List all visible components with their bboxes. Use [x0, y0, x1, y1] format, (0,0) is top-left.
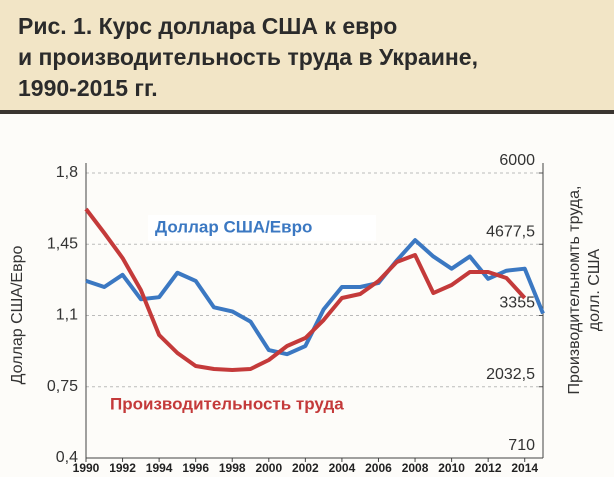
y2-tick-label: 710 — [508, 437, 535, 454]
y-tick-label: 1,1 — [56, 307, 78, 324]
chart-bg — [0, 112, 614, 477]
x-tick-label: 1992 — [109, 461, 136, 475]
title-line: и производительность труда в Украине, — [18, 44, 478, 70]
y2-tick-label: 4677,5 — [486, 223, 535, 240]
separator — [0, 110, 614, 114]
title-line: 1990-2015 гг. — [18, 75, 158, 101]
y2-tick-label: 3355 — [499, 295, 535, 312]
y2-axis-label: Производительномть труда, — [566, 186, 583, 395]
x-tick-label: 2000 — [255, 461, 282, 475]
y2-tick-label: 6000 — [499, 152, 535, 169]
y-axis-label: Доллар США/Евро — [9, 246, 26, 385]
header-bg — [0, 0, 614, 112]
x-tick-label: 2004 — [329, 461, 356, 475]
x-tick-label: 2008 — [402, 461, 429, 475]
x-tick-label: 1994 — [146, 461, 173, 475]
x-tick-label: 1990 — [73, 461, 100, 475]
x-tick-label: 1996 — [182, 461, 209, 475]
x-tick-label: 2014 — [511, 461, 538, 475]
y2-tick-label: 2032,5 — [486, 366, 535, 383]
y2-axis-label: долл. США — [586, 249, 603, 332]
y-tick-label: 1,45 — [47, 235, 78, 252]
x-tick-label: 2010 — [438, 461, 465, 475]
series-label: Производительность труда — [110, 394, 344, 413]
label-bg — [148, 215, 376, 241]
x-tick-label: 2002 — [292, 461, 319, 475]
title-line: Рис. 1. Курс доллара США к евро — [18, 13, 397, 39]
x-tick-label: 2006 — [365, 461, 392, 475]
series-label: Доллар США/Евро — [155, 217, 312, 236]
series-line — [84, 207, 527, 373]
y-tick-label: 0,75 — [47, 378, 78, 395]
y-tick-label: 1,8 — [56, 164, 78, 181]
x-tick-label: 1998 — [219, 461, 246, 475]
y-tick-label: 0,4 — [56, 449, 78, 466]
x-tick-label: 2012 — [475, 461, 502, 475]
